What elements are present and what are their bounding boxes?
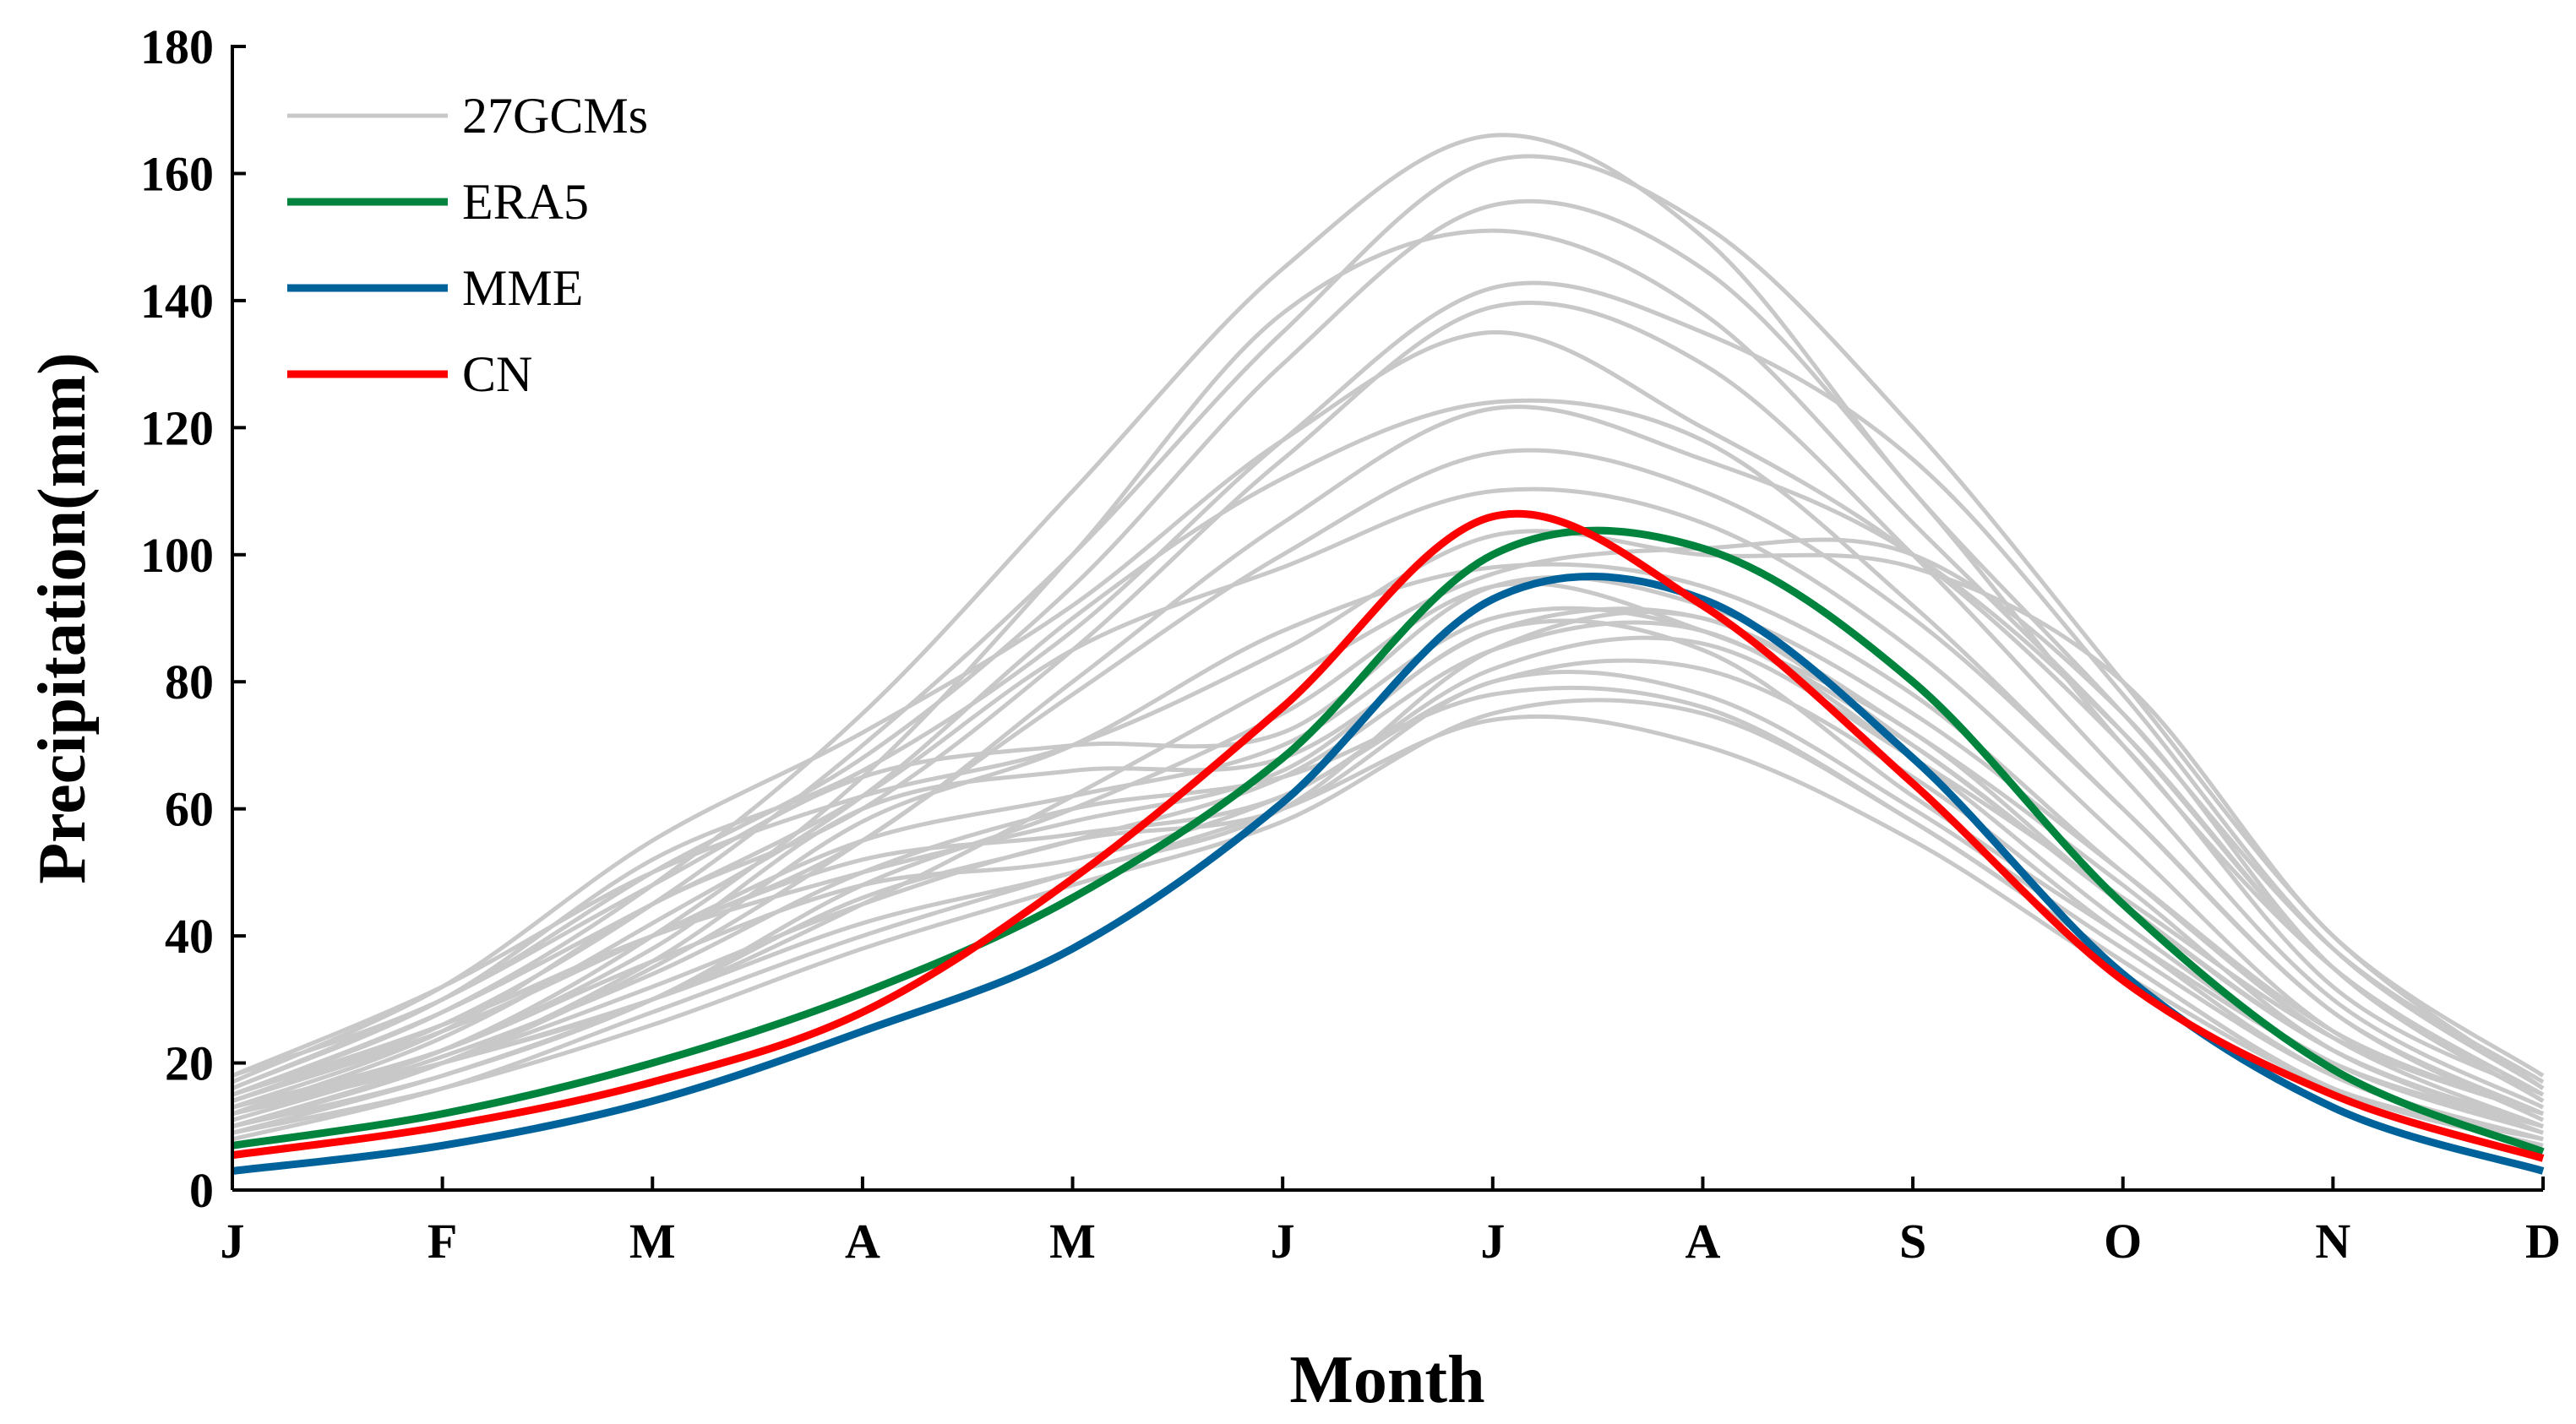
y-tick-label: 0 — [189, 1163, 214, 1218]
legend-label: ERA5 — [462, 174, 589, 230]
x-tick-label: D — [2525, 1214, 2561, 1269]
legend: 27GCMs ERA5 MME CN — [287, 88, 648, 402]
gcm-line-26 — [231, 635, 2544, 1117]
legend-label: 27GCMs — [462, 88, 648, 144]
x-tick-label: F — [428, 1214, 457, 1269]
y-tick-label: 20 — [165, 1036, 214, 1091]
gcm-line-11 — [231, 486, 2544, 1117]
x-axis-label: Month — [1289, 1343, 1484, 1417]
gcm-line-24 — [231, 698, 2544, 1148]
gcm-line-25 — [231, 714, 2544, 1142]
axes: 0 20 40 60 80 100 120 140 160 180 J F M A M J J A S O N D — [140, 19, 2561, 1269]
y-axis-label: Precipitation(mm) — [25, 352, 100, 883]
y-tick-label: 160 — [140, 146, 214, 201]
gcm-lines — [231, 133, 2545, 1148]
x-tick-label: J — [221, 1214, 245, 1269]
series-line-cn — [231, 509, 2545, 1162]
x-tick-label: A — [1686, 1214, 1721, 1269]
y-tick-label: 180 — [140, 19, 214, 74]
y-tick-label: 100 — [140, 528, 214, 583]
y-tick-label: 80 — [165, 655, 214, 709]
x-tick-label: S — [1899, 1214, 1926, 1269]
x-tick-label: M — [629, 1214, 676, 1269]
x-tick-label: J — [1480, 1214, 1505, 1269]
x-tick-label: A — [845, 1214, 880, 1269]
gcm-line-15 — [231, 581, 2544, 1129]
gcm-line-10 — [231, 448, 2545, 1129]
y-tick-label: 60 — [165, 782, 214, 837]
main-lines — [231, 509, 2545, 1175]
y-tick-label: 120 — [140, 400, 214, 455]
gcm-line-5 — [231, 280, 2545, 1090]
legend-label: MME — [462, 260, 583, 316]
y-tick-label: 40 — [165, 909, 214, 964]
legend-label: CN — [462, 346, 532, 402]
series-line-era5 — [231, 526, 2545, 1156]
x-tick-label: O — [2104, 1214, 2142, 1269]
y-tick-label: 140 — [140, 274, 214, 329]
gcm-line-22 — [231, 669, 2544, 1142]
x-tick-label: M — [1049, 1214, 1096, 1269]
x-tick-label: N — [2315, 1214, 2350, 1269]
gcm-line-7 — [231, 329, 2545, 1097]
x-tick-label: J — [1271, 1214, 1295, 1269]
